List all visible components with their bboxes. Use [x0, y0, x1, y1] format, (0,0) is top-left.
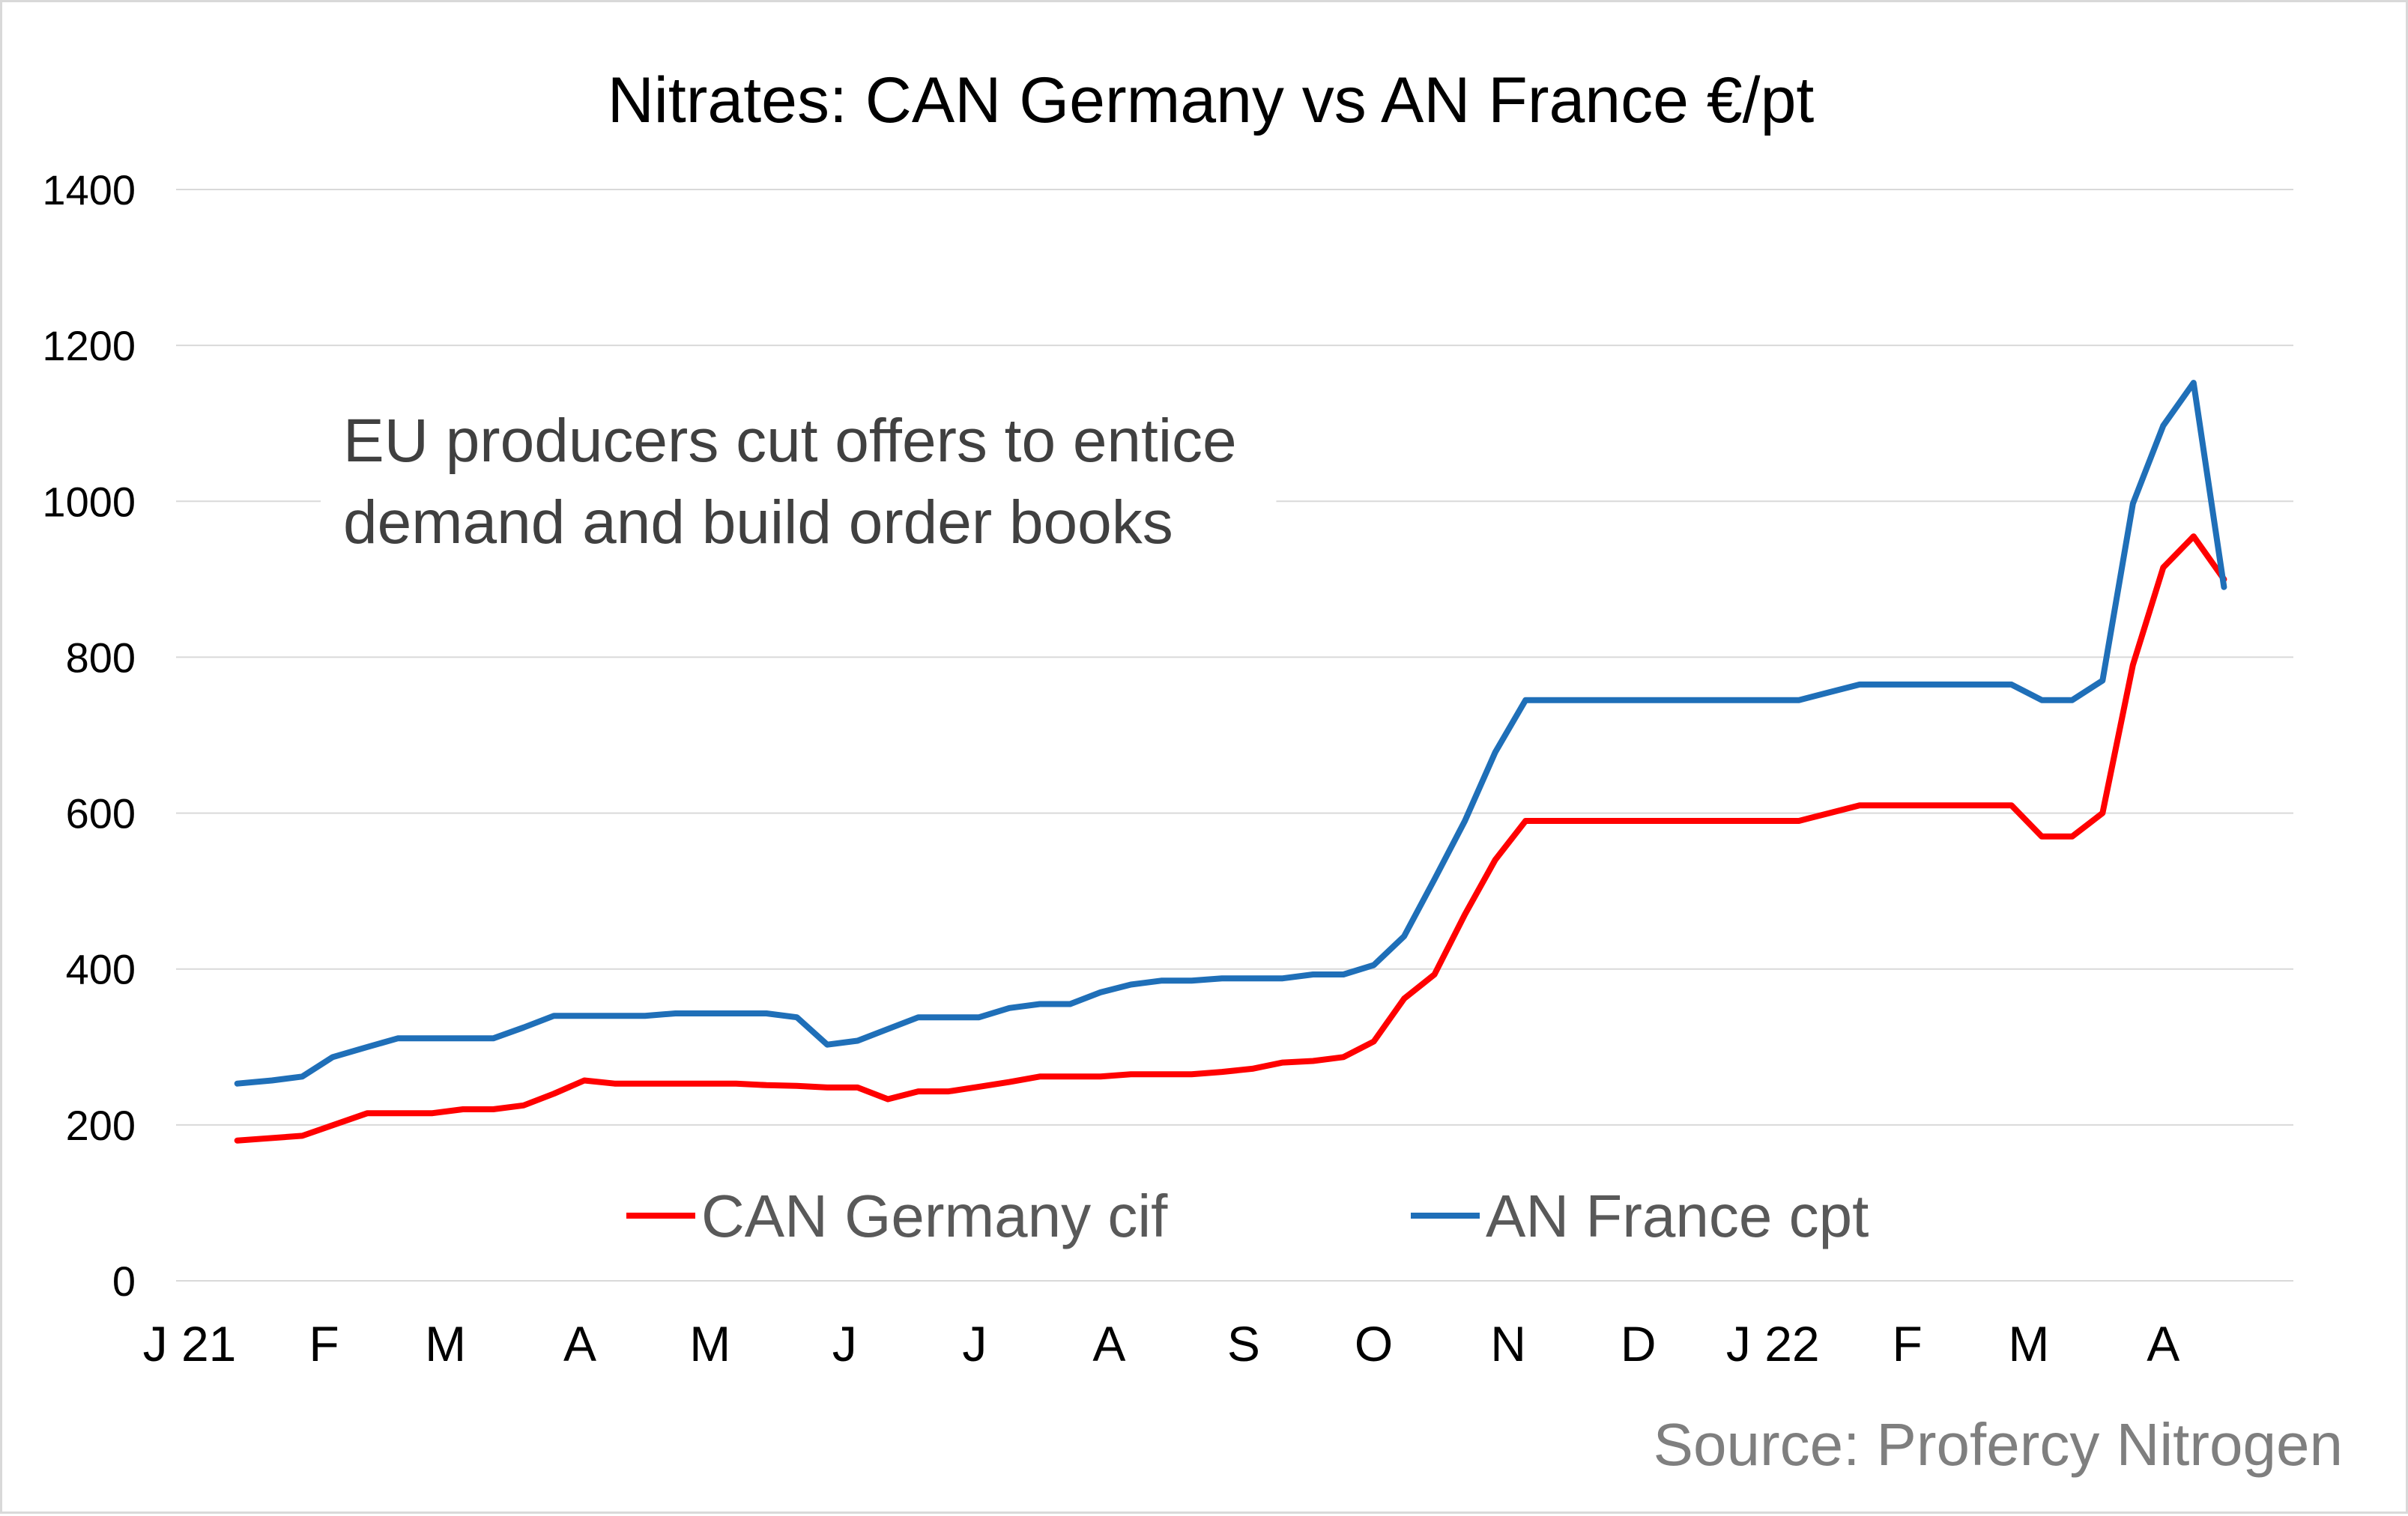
x-tick-label: J 21: [143, 1316, 237, 1371]
y-tick-label: 200: [66, 1102, 136, 1149]
x-tick-label: S: [1227, 1316, 1260, 1371]
y-axis-ticks: 0 200 400 600 800 1000 1200 1400: [42, 166, 136, 1305]
y-tick-label: 1400: [42, 166, 136, 213]
x-tick-label: J: [962, 1316, 987, 1371]
x-tick-label: F: [309, 1316, 339, 1371]
source-note: Source: Profercy Nitrogen: [1654, 1411, 2343, 1478]
y-tick-label: 1000: [42, 478, 136, 525]
chart-title: Nitrates: CAN Germany vs AN France €/pt: [608, 64, 1815, 136]
x-tick-label: O: [1355, 1316, 1393, 1371]
x-tick-label: A: [2147, 1316, 2179, 1371]
y-tick-label: 0: [112, 1258, 136, 1305]
x-tick-label: F: [1893, 1316, 1923, 1371]
series-line-can-germany: [234, 533, 2227, 1144]
y-tick-label: 1200: [42, 322, 136, 369]
y-tick-label: 800: [66, 634, 136, 681]
series-line-an-france: [234, 380, 2227, 1087]
x-tick-label: A: [563, 1316, 596, 1371]
annotation-text: EU producers cut offers to entice demand…: [343, 407, 1253, 557]
x-tick-label: J: [832, 1316, 857, 1371]
x-tick-label: M: [689, 1316, 730, 1371]
series-lines: [234, 380, 2227, 1144]
annotation-line-1: EU producers cut offers to entice: [343, 407, 1237, 475]
y-tick-label: 400: [66, 946, 136, 993]
x-tick-label: A: [1092, 1316, 1125, 1371]
x-tick-label: M: [425, 1316, 466, 1371]
x-tick-label: J 22: [1726, 1316, 1820, 1371]
annotation-background: [321, 399, 1277, 564]
gridlines: [176, 189, 2293, 1282]
x-axis-ticks: J 21 F M A M J J A S O N D J 22 F M A: [143, 1316, 2180, 1371]
legend-label-can-germany: CAN Germany cif: [701, 1183, 1168, 1249]
annotation-line-2: demand and build order books: [343, 488, 1173, 557]
x-tick-label: N: [1490, 1316, 1526, 1371]
x-tick-label: M: [2008, 1316, 2049, 1371]
x-tick-label: D: [1621, 1316, 1657, 1371]
y-tick-label: 600: [66, 790, 136, 837]
legend-label-an-france: AN France cpt: [1486, 1183, 1869, 1249]
legend: CAN Germany cif AN France cpt: [626, 1183, 1869, 1249]
